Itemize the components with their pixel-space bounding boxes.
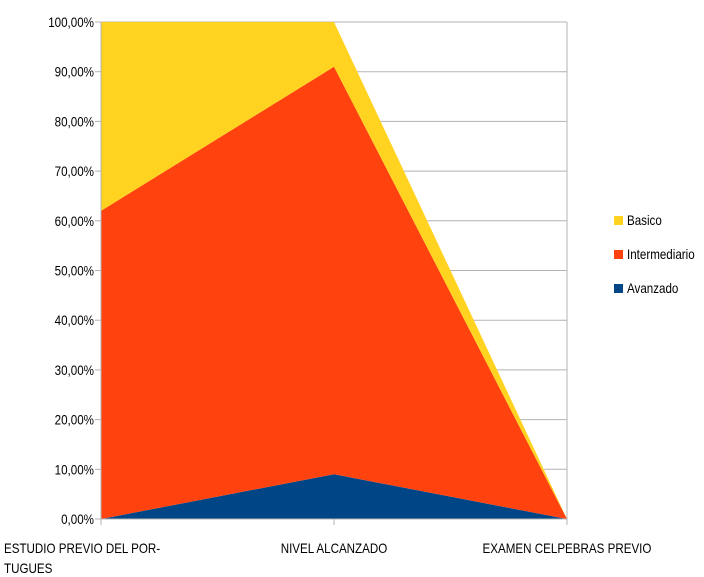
x-tick-label: TUGUES [4,561,52,576]
y-tick-label: 90,00% [55,65,94,80]
legend-label: Intermediario [627,247,695,262]
y-tick-label: 20,00% [55,413,94,428]
legend-swatch [614,250,623,259]
area-series [101,22,567,519]
x-tick-label: NIVEL ALCANZADO [281,541,388,556]
y-tick-label: 100,00% [48,15,94,30]
area-basico [101,22,567,519]
y-tick-label: 40,00% [55,313,94,328]
y-tick-label: 0,00% [61,512,94,527]
legend-label: Basico [627,213,662,228]
x-axis-ticks: ESTUDIO PREVIO DEL POR- TUGUES NIVEL ALCAN… [4,519,652,576]
legend-swatch [614,284,623,293]
y-tick-label: 70,00% [55,164,94,179]
y-tick-label: 50,00% [55,264,94,279]
legend: Basico Intermediario Avanzado [614,213,695,296]
legend-swatch [614,216,623,225]
legend-label: Avanzado [627,281,678,296]
y-axis-ticks: 0,00% 10,00% 20,00% 30,00% 40,00% 50,00% 60,00… [48,15,101,527]
area-intermediario [101,66,567,519]
y-tick-label: 80,00% [55,115,94,130]
y-tick-label: 60,00% [55,214,94,229]
y-tick-label: 10,00% [55,463,94,478]
y-tick-label: 30,00% [55,363,94,378]
area-avanzado [101,474,567,519]
x-tick-label: ESTUDIO PREVIO DEL POR- [4,541,160,556]
x-tick-label: EXAMEN CELPEBRAS PREVIO [483,541,652,556]
